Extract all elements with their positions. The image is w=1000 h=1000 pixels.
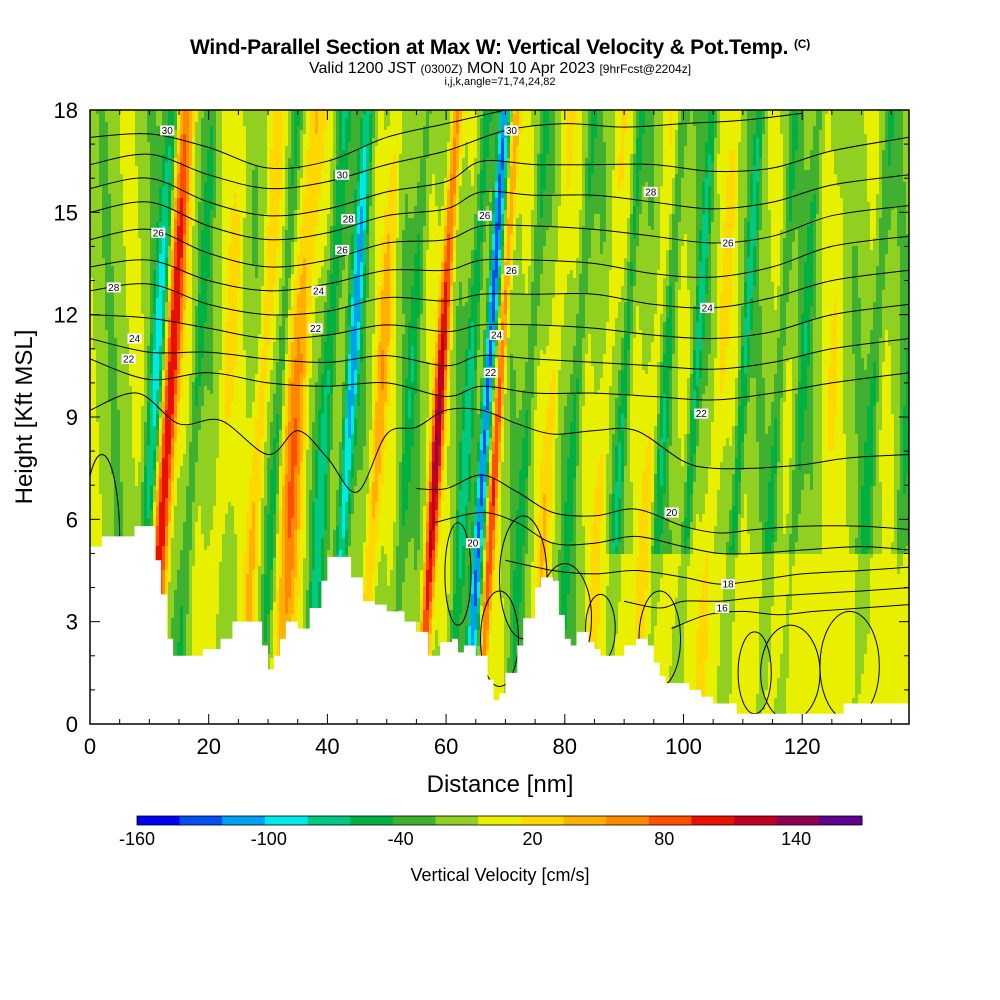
velocity-heatmap xyxy=(90,110,910,727)
cross-section-chart: 30303028282826262626262424 24242222222220… xyxy=(0,0,1000,1000)
